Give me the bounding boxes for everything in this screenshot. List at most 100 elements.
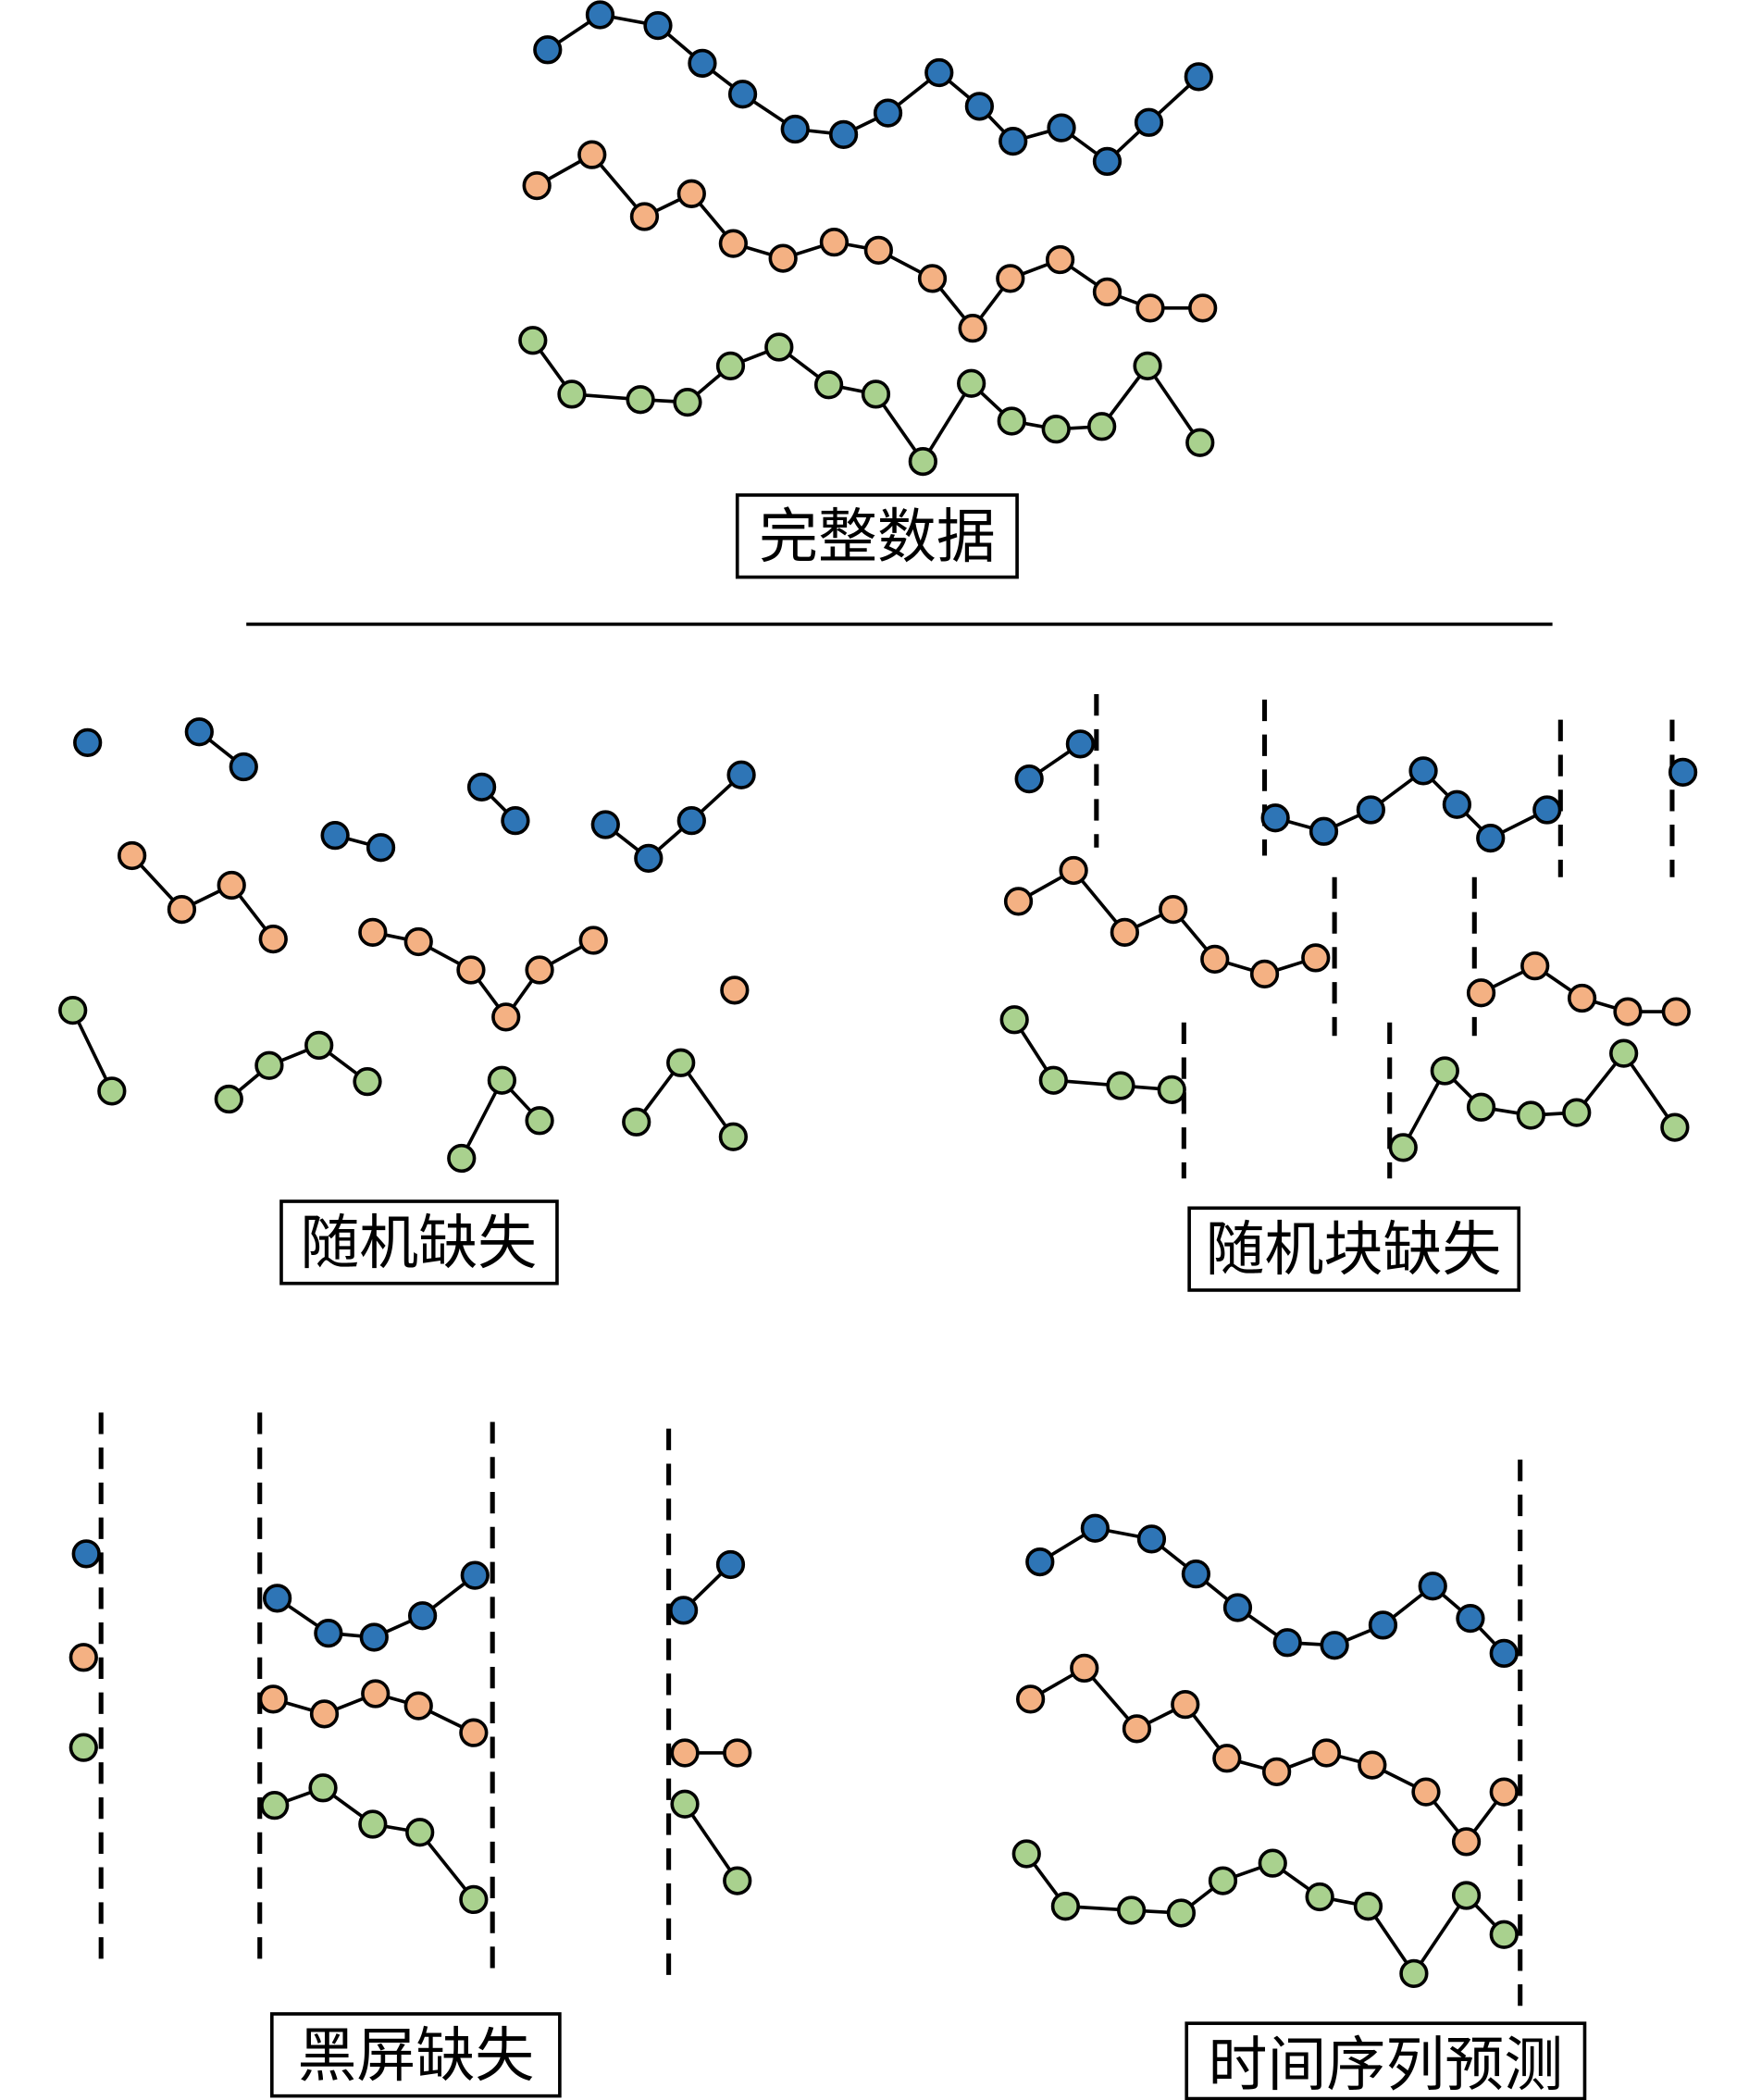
series-3-point — [1388, 1133, 1418, 1162]
series-1-point — [1080, 1513, 1110, 1543]
series-2-point — [1489, 1777, 1519, 1807]
series-3-point — [957, 368, 986, 398]
series-3-point — [97, 1076, 127, 1106]
series-1-point — [1356, 795, 1385, 825]
series-2-point — [1200, 944, 1230, 975]
series-2-point — [720, 975, 750, 1005]
series-1-point — [727, 80, 758, 109]
series-2-point — [525, 955, 554, 985]
series-3-point — [1106, 1071, 1135, 1100]
series-1-point — [184, 717, 214, 747]
series-1-point — [1442, 789, 1472, 819]
series-2-line — [130, 854, 275, 940]
series-3-line — [274, 1785, 476, 1901]
series-1-point — [590, 810, 620, 839]
series-1-point — [964, 92, 995, 121]
series-2-point — [1661, 997, 1691, 1026]
series-1-point — [501, 806, 530, 836]
series-1-point — [1260, 803, 1290, 833]
series-1-point — [1047, 113, 1076, 143]
series-1-point — [688, 48, 717, 78]
series-3-point — [1399, 1958, 1429, 1988]
series-1-point — [780, 114, 810, 144]
series-3-point — [1166, 1898, 1197, 1928]
series-3-point — [68, 1733, 98, 1762]
series-3-point — [58, 995, 88, 1025]
series-3-point — [518, 326, 548, 355]
series-2-point — [670, 1738, 700, 1768]
series-1-point — [1272, 1628, 1302, 1658]
series-1-point — [1456, 1604, 1485, 1634]
series-2-point — [456, 955, 486, 985]
series-2-point — [491, 1002, 521, 1032]
series-1-point — [1065, 729, 1096, 759]
series-2-point — [578, 926, 608, 955]
series-3-point — [1609, 1038, 1639, 1068]
series-2-point — [1411, 1777, 1441, 1807]
series-3-point — [908, 446, 937, 477]
series-1-point — [585, 0, 615, 30]
series-2-point — [309, 1699, 340, 1729]
series-1-point — [466, 772, 497, 801]
series-1-point — [828, 119, 859, 149]
series-2-point — [1059, 855, 1088, 886]
series-1-line — [604, 773, 743, 861]
series-3-point — [673, 387, 702, 417]
series-2-point — [1015, 1684, 1046, 1714]
series-3-point — [405, 1818, 435, 1847]
series-2-point — [718, 229, 749, 258]
series-3-point — [861, 379, 891, 409]
series-2-point — [1212, 1744, 1242, 1773]
series-3-point — [447, 1143, 477, 1174]
series-3-line — [683, 1803, 739, 1883]
label-complete-text: 完整数据 — [759, 503, 996, 572]
series-3-point — [1185, 428, 1215, 457]
series-2-point — [1613, 997, 1643, 1026]
series-2-point — [403, 1691, 433, 1721]
series-1-point — [873, 98, 903, 128]
series-2-point — [1249, 959, 1280, 988]
series-3-point — [358, 1809, 388, 1839]
label-random-block-missing: 随机块缺失 — [1187, 1206, 1521, 1292]
series-2-point — [361, 1679, 391, 1709]
series-2-point — [1261, 1757, 1292, 1786]
series-3-point — [1050, 1892, 1081, 1921]
series-1-point — [1184, 62, 1213, 92]
label-random-missing: 随机缺失 — [279, 1199, 559, 1286]
series-1-point — [726, 760, 756, 789]
series-2-point — [577, 140, 607, 169]
series-3-point — [459, 1884, 489, 1915]
series-2-point — [167, 894, 197, 925]
series-3-point — [1133, 351, 1162, 380]
series-1-point — [634, 843, 664, 873]
series-3-point — [1489, 1920, 1519, 1949]
series-3-line — [228, 1043, 369, 1100]
series-1-point — [715, 1549, 746, 1580]
series-3-point — [718, 1122, 749, 1151]
series-3-point — [1516, 1100, 1545, 1130]
series-3-point — [715, 351, 746, 380]
series-2-point — [629, 202, 660, 231]
series-1-point — [999, 126, 1028, 156]
series-3-point — [723, 1866, 752, 1895]
series-3-point — [1258, 1848, 1287, 1878]
series-3-point — [1157, 1075, 1186, 1105]
series-3-point — [666, 1048, 696, 1077]
series-3-point — [487, 1065, 516, 1095]
series-2-point — [118, 840, 147, 871]
series-1-point — [533, 35, 563, 65]
series-2-point — [1358, 1750, 1387, 1780]
series-3-point — [1660, 1112, 1690, 1142]
series-2-point — [68, 1643, 98, 1672]
series-2-point — [1451, 1827, 1482, 1857]
label-forecasting: 时间序列预测 — [1185, 2021, 1587, 2100]
series-1-point — [366, 833, 396, 863]
series-2-point — [917, 264, 948, 293]
series-1-point — [229, 752, 258, 782]
label-blackout-missing: 黑屏缺失 — [269, 2012, 562, 2098]
series-3-point — [1011, 1839, 1041, 1869]
series-2-point — [996, 264, 1025, 293]
series-1-point — [320, 821, 350, 851]
series-2-point — [723, 1738, 752, 1768]
